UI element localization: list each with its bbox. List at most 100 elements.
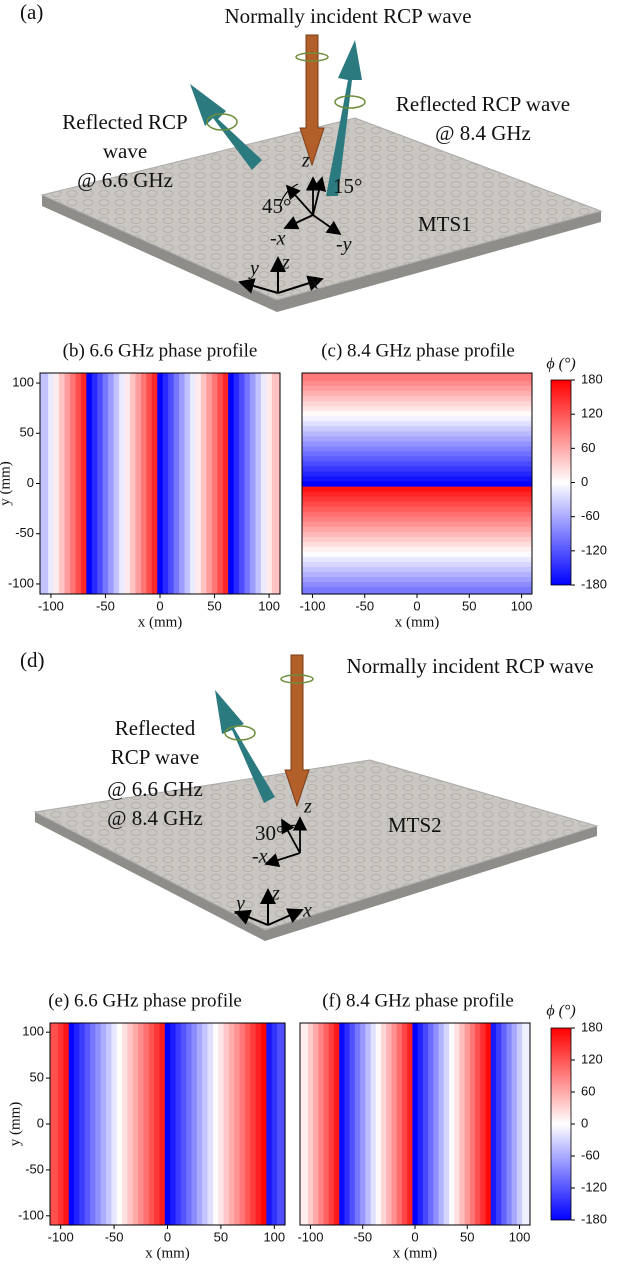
colorbar-tick-label: 0 bbox=[581, 474, 588, 489]
heatmap-cell bbox=[250, 1023, 257, 1225]
heatmap-cell bbox=[302, 465, 532, 472]
x-axis-label: x (mm) bbox=[395, 614, 440, 630]
heatmap-cell bbox=[164, 1023, 171, 1225]
polarization bbox=[206, 113, 238, 131]
heatmap-cell bbox=[302, 395, 532, 402]
colorbar-tick-label: -60 bbox=[581, 508, 600, 523]
heatmap-cell bbox=[184, 373, 191, 594]
heatmap-cell bbox=[302, 405, 532, 412]
x-tick-label: 50 bbox=[214, 1229, 228, 1244]
x-tick-label: 100 bbox=[263, 1229, 285, 1244]
heatmap-cell bbox=[59, 373, 66, 594]
heatmap-cell bbox=[360, 1023, 366, 1225]
reflected-label: Reflected RCP wave bbox=[396, 92, 570, 116]
heatmap-cell bbox=[302, 410, 532, 417]
panel-label: (d) bbox=[20, 648, 45, 672]
heatmap-cell bbox=[454, 1023, 461, 1225]
heatmap-cell bbox=[244, 373, 251, 594]
x-tick-label: -100 bbox=[299, 598, 325, 613]
heatmap-cell bbox=[469, 1023, 476, 1225]
y-tick-label: 50 bbox=[20, 425, 34, 440]
heatmap-cell bbox=[244, 1023, 251, 1225]
heatmap-cell bbox=[396, 1023, 403, 1225]
reflected-label: Reflected RCP bbox=[62, 110, 187, 134]
heatmap-cell bbox=[302, 521, 532, 527]
heatmap-cell bbox=[75, 373, 82, 594]
heatmap-cell bbox=[108, 373, 115, 594]
y-tick-label: 50 bbox=[30, 1070, 44, 1085]
heatmap-cell bbox=[401, 1023, 408, 1225]
colorbar-tick-label: -180 bbox=[581, 576, 607, 591]
reflected-label: wave bbox=[103, 139, 147, 163]
heatmap-cell bbox=[302, 425, 532, 432]
y-tick-label: 0 bbox=[37, 1115, 44, 1130]
heatmap-cell bbox=[490, 1023, 497, 1225]
colorbar-tick-label: -180 bbox=[581, 1211, 607, 1226]
axis-label: -x bbox=[270, 228, 286, 250]
heatmap-cell bbox=[207, 1023, 214, 1225]
heatmap-cell bbox=[116, 1023, 123, 1225]
x-tick-label: -50 bbox=[353, 1229, 372, 1244]
heatmap-cell bbox=[318, 1023, 325, 1225]
x-tick-label: -50 bbox=[105, 1229, 124, 1244]
heatmap-cell bbox=[217, 373, 224, 594]
heatmap-cell bbox=[175, 1023, 182, 1225]
heatmap-cell bbox=[302, 440, 532, 447]
heatmap-cell bbox=[159, 1023, 166, 1225]
heatmap-cell bbox=[422, 1023, 429, 1225]
incident-label: Normally incident RCP wave bbox=[346, 654, 593, 678]
heatmap-cell bbox=[302, 415, 532, 422]
heatmap-cell bbox=[276, 1023, 286, 1225]
colorbar-tick-label: 180 bbox=[581, 371, 603, 386]
heatmap-cell bbox=[135, 373, 142, 594]
heatmap-cell bbox=[302, 380, 532, 387]
heatmap-cell bbox=[50, 1023, 59, 1225]
heatmap-cell bbox=[448, 1023, 455, 1225]
surface-label: MTS2 bbox=[388, 813, 442, 837]
axis-label: z bbox=[271, 883, 280, 905]
x-tick-label: 50 bbox=[462, 598, 476, 613]
heatmap-cell bbox=[119, 373, 126, 594]
heatmap-cell bbox=[333, 1023, 340, 1225]
heatmap-cell bbox=[501, 1023, 508, 1225]
heatmap-cell bbox=[154, 1023, 161, 1225]
colorbar-label: ϕ (°) bbox=[546, 1003, 575, 1020]
heatmap-cell bbox=[302, 491, 532, 497]
heatmap-cell bbox=[302, 506, 532, 512]
heatmap-cell bbox=[302, 445, 532, 452]
heatmap-cell bbox=[302, 576, 532, 583]
colorbar-tick-label: 120 bbox=[581, 406, 603, 421]
heatmap-cell bbox=[113, 373, 120, 594]
local-axes bbox=[264, 816, 308, 867]
heatmap-cell bbox=[234, 1023, 241, 1225]
heatmap-cell bbox=[64, 373, 71, 594]
heatmap-cell bbox=[302, 460, 532, 467]
axis-label: y bbox=[234, 893, 245, 915]
heatmap-cell bbox=[344, 1023, 351, 1225]
chart-title: (e) 6.6 GHz phase profile bbox=[48, 990, 242, 1011]
x-tick-label: 100 bbox=[509, 1229, 531, 1244]
heatmap-cell bbox=[323, 1023, 330, 1225]
x-axis-label: x (mm) bbox=[145, 1245, 190, 1261]
heatmap-cell bbox=[102, 373, 109, 594]
heatmap-cell bbox=[370, 1023, 377, 1225]
heatmap-cell bbox=[480, 1023, 487, 1225]
x-tick-label: 100 bbox=[258, 598, 280, 613]
colorbar bbox=[550, 379, 572, 586]
heatmap-cell bbox=[511, 1023, 518, 1225]
heatmap-cell bbox=[302, 475, 532, 482]
heatmap-cell bbox=[90, 1023, 96, 1225]
heatmap-cell bbox=[190, 373, 197, 594]
global-axes bbox=[238, 256, 324, 294]
heatmap-cell bbox=[302, 561, 532, 567]
heatmap-cell bbox=[162, 373, 169, 594]
heatmap-cell bbox=[211, 373, 218, 594]
colorbar-tick-label: -60 bbox=[581, 1147, 600, 1162]
heatmap-cell bbox=[122, 1023, 129, 1225]
heatmap-cell bbox=[302, 581, 532, 588]
heatmap-cell bbox=[485, 1023, 492, 1225]
global-axes bbox=[234, 888, 304, 926]
reflected-arrow bbox=[326, 40, 362, 196]
incident-arrow bbox=[299, 34, 325, 167]
heatmap-cell bbox=[173, 373, 180, 594]
